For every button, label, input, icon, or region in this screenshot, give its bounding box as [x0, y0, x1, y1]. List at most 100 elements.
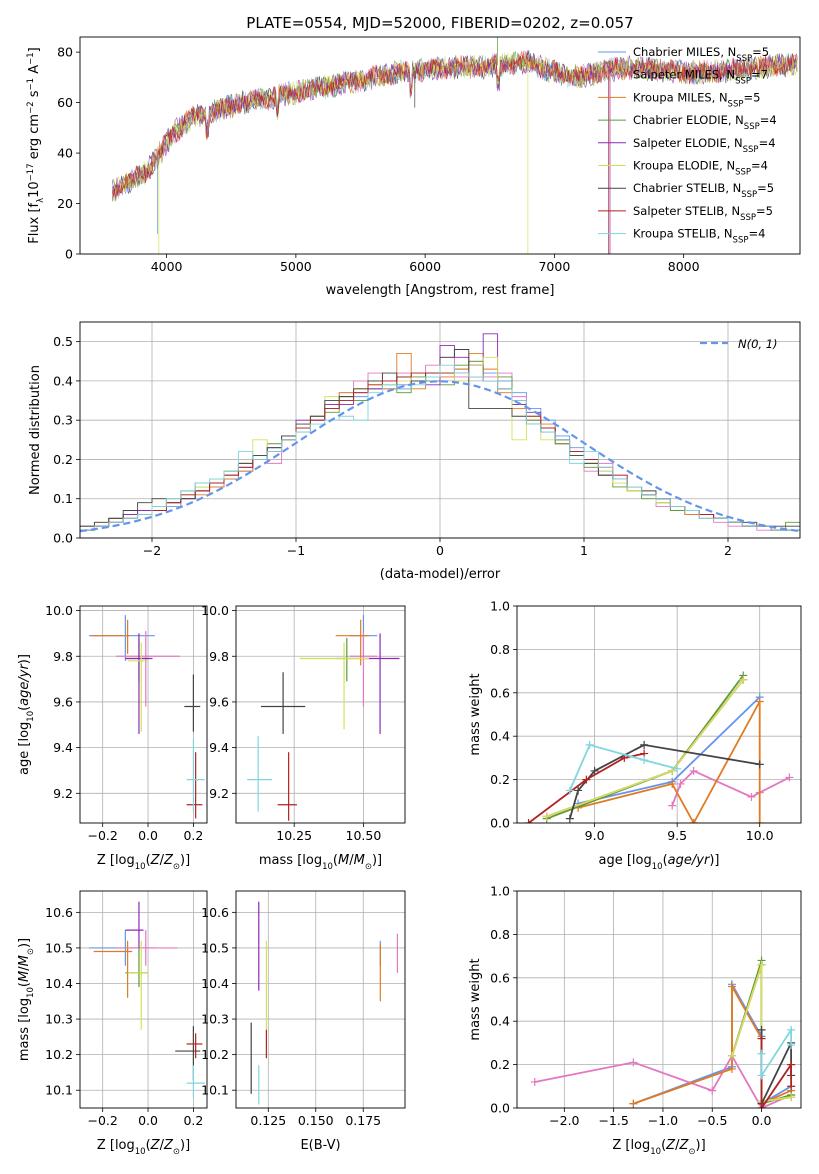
- y-tick-label: 10.2: [45, 1047, 73, 1062]
- y-axis-label-group: age [log10(age/yr)]: [17, 654, 36, 775]
- axes-spine: [79, 36, 801, 255]
- y-tick-label: 9.2: [209, 786, 229, 801]
- y-tick-label: 60: [57, 95, 73, 110]
- mass-weight-marker: [582, 775, 591, 784]
- mass-weight-marker: [727, 982, 736, 991]
- y-tick-label: 0.2: [53, 452, 73, 467]
- mass-weight-marker: [689, 819, 698, 823]
- x-tick-label: 0.150: [298, 1113, 334, 1128]
- y-tick-label: 0.8: [490, 927, 510, 942]
- mass-weight-marker: [673, 764, 682, 773]
- normal-curve: [80, 380, 800, 533]
- x-tick-label: 6000: [409, 259, 441, 274]
- x-axis-label: Z [log10(Z/Z⊙)]: [97, 853, 190, 872]
- ebv-mass-panel: 0.125 0.150 0.175 10.1 10.2 10.3 10.4 10.5 10.6 E…: [201, 890, 406, 1153]
- mass-weight-marker: [574, 786, 583, 795]
- age-massweight-panel: 9.0 9.5 10.0 0.0 0.2 0.4 0.6 0.8 1.0 mass weight a…: [468, 599, 802, 872]
- y-tick-label: 0.2: [490, 772, 510, 787]
- legend-entry: N(0, 1): [738, 337, 778, 351]
- spectrum-title: PLATE=0554, MJD=52000, FIBERID=0202, z=0…: [246, 14, 633, 32]
- grid: [80, 606, 207, 823]
- y-tick-label: 10.0: [201, 603, 229, 618]
- y-tick-label: 0.8: [490, 642, 510, 657]
- y-tick-label: 0.0: [53, 531, 73, 546]
- y-tick-label: 20: [57, 196, 73, 211]
- mass-weight-marker: [629, 1099, 638, 1108]
- y-tick-label: 9.8: [53, 649, 73, 664]
- x-tick-label: 0.2: [183, 1113, 203, 1128]
- z-mass-panel: −0.2 0.0 0.2 10.1 10.2 10.3 10.4 10.5 10.6 Z [log…: [17, 890, 208, 1157]
- spectrum-ylabel-group: Flux [fλ10−17 erg cm−2 s−1 A−1]: [26, 47, 46, 243]
- x-tick-label: −2.0: [549, 1113, 579, 1128]
- y-tick-label: 80: [57, 45, 73, 60]
- axes-frame: −2.0 −1.5 −1.0 −0.5 0.0 0.0 0.2 0.4 0.6 0.8 1.0: [490, 884, 802, 1128]
- legend-entry: Chabrier ELODIE, NSSP=4: [633, 113, 777, 132]
- mass-weight-marker: [747, 792, 756, 801]
- spectrum-ylabel: Flux [fλ10−17 erg cm−2 s−1 A−1]: [26, 47, 46, 243]
- legend-entry: Salpeter MILES, NSSP=7: [633, 68, 768, 87]
- mass-weight-marker: [727, 1051, 736, 1060]
- y-tick-label: 10.5: [201, 940, 229, 955]
- mass-weight-marker: [787, 1060, 796, 1069]
- mass-weight-line: [760, 1026, 792, 1079]
- spectrum-line: [112, 53, 798, 197]
- axes-spine: [79, 605, 208, 824]
- x-tick-label: 1: [580, 543, 588, 558]
- mass-weight-marker: [785, 773, 794, 782]
- y-tick-label: 10.6: [201, 905, 229, 920]
- plot-area: [524, 671, 794, 823]
- mass-weight-marker: [590, 766, 599, 775]
- mass-weight-marker: [542, 812, 551, 821]
- x-tick-label: −0.2: [87, 828, 117, 843]
- y-tick-label: 0.4: [53, 373, 73, 388]
- mass-weight-marker: [757, 1104, 766, 1108]
- y-tick-label: 0.6: [490, 970, 510, 985]
- mass-weight-line: [528, 752, 645, 823]
- y-tick-label: 10.3: [45, 1012, 73, 1027]
- x-axis-label: age [log10(age/yr)]: [599, 853, 720, 872]
- axes-spine: [79, 321, 801, 539]
- mass-weight-marker: [757, 1071, 766, 1080]
- mass-weight-line: [577, 701, 761, 823]
- y-tick-label: 9.8: [209, 649, 229, 664]
- x-axis-label: Z [log10(Z/Z⊙)]: [97, 1138, 190, 1157]
- x-tick-label: −0.5: [697, 1113, 727, 1128]
- y-tick-label: 10.6: [45, 905, 73, 920]
- mass-weight-line: [671, 769, 790, 806]
- axes-spine: [235, 605, 406, 824]
- axes-frame: −0.2 0.0 0.2 9.2 9.4 9.6 9.8 10.0: [45, 603, 208, 843]
- x-axis-label: Z [log10(Z/Z⊙)]: [612, 1138, 705, 1157]
- histogram-ylabel: Normed distribution: [28, 365, 43, 495]
- x-tick-label: 7000: [538, 259, 570, 274]
- axes-frame: 10.25 10.50 9.2 9.4 9.6 9.8 10.0: [201, 603, 406, 843]
- grid: [236, 606, 405, 823]
- spectrum-panel: 4000 5000 6000 7000 8000 0 20 40 60 80 PLATE=0554,…: [26, 14, 801, 298]
- axes-frame: 0.125 0.150 0.175 10.1 10.2 10.3 10.4 10.5 10.6: [201, 890, 406, 1128]
- y-tick-label: 9.6: [209, 694, 229, 709]
- y-tick-label: 10.3: [201, 1012, 229, 1027]
- legend-entry: Chabrier MILES, NSSP=5: [633, 45, 769, 64]
- mass-weight-marker: [787, 1041, 796, 1050]
- plot-area: [250, 901, 399, 1105]
- mass-weight-line: [568, 743, 760, 819]
- histogram-legend: N(0, 1): [700, 337, 778, 351]
- x-tick-label: 10.50: [346, 828, 382, 843]
- y-tick-label: 10.2: [201, 1047, 229, 1062]
- mass-weight-marker: [757, 1025, 766, 1034]
- axes-spine: [516, 605, 802, 824]
- grid: [236, 891, 405, 1108]
- legend-entry: Kroupa MILES, NSSP=5: [633, 90, 760, 109]
- axes-frame: 9.0 9.5 10.0 0.0 0.2 0.4 0.6 0.8 1.0: [490, 599, 802, 843]
- mass-weight-line: [568, 743, 678, 791]
- y-tick-label: 0.2: [490, 1057, 510, 1072]
- x-tick-label: 10.25: [276, 828, 312, 843]
- spectrum-xlabel: wavelength [Angstrom, rest frame]: [326, 283, 555, 298]
- axes-frame: −0.2 0.0 0.2 10.1 10.2 10.3 10.4 10.5 10.6: [45, 890, 208, 1128]
- axes-spine: [235, 890, 406, 1109]
- spectrum-line: [112, 50, 798, 199]
- y-tick-label: 10.4: [201, 976, 229, 991]
- y-tick-label: 0.4: [490, 729, 510, 744]
- plot-area: [247, 615, 400, 821]
- y-tick-label: 9.4: [53, 740, 73, 755]
